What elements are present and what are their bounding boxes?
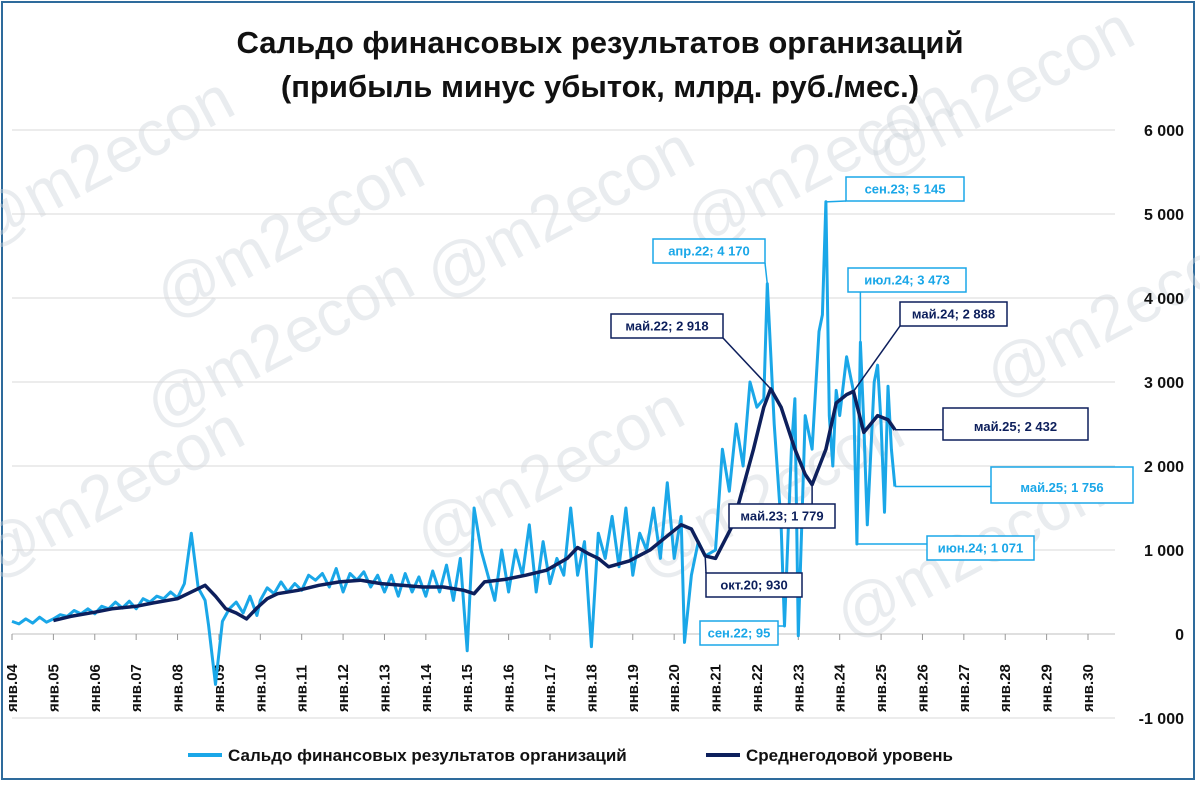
x-tick-label-20: янв.24 bbox=[832, 663, 849, 712]
x-tick-label-22: янв.26 bbox=[914, 664, 931, 712]
annotation-box-1 bbox=[652, 238, 766, 264]
y-tick-label-3: 2 000 bbox=[1144, 459, 1184, 476]
title-line-1: Сальдо финансовых результатов организаци… bbox=[236, 25, 964, 60]
x-tick-label-16: янв.20 bbox=[666, 664, 683, 712]
x-tick-label-21: янв.25 bbox=[873, 664, 890, 712]
annotation-label-8: июн.24; 1 071 bbox=[938, 541, 1024, 556]
x-tick-label-24: янв.28 bbox=[997, 664, 1014, 712]
annotation-label-2: июл.24; 3 473 bbox=[864, 273, 950, 288]
annotation-leader-4 bbox=[722, 337, 772, 390]
legend-label-0: Сальдо финансовых результатов организаци… bbox=[228, 746, 627, 765]
x-tick-label-15: янв.19 bbox=[625, 664, 642, 712]
x-tick-label-1: янв.05 bbox=[45, 664, 62, 712]
annotation-leader-9 bbox=[704, 555, 707, 574]
watermark-0: @m2econ bbox=[0, 61, 245, 262]
x-tick-label-25: янв.29 bbox=[1039, 664, 1056, 712]
x-tick-label-0: янв.04 bbox=[4, 663, 21, 712]
annotation-box-8 bbox=[926, 535, 1035, 561]
annotation-box-0 bbox=[845, 176, 965, 202]
x-tick-label-17: янв.21 bbox=[708, 664, 725, 712]
x-tick-label-10: янв.14 bbox=[418, 663, 435, 712]
annotation-box-6 bbox=[990, 466, 1134, 504]
series-line-0 bbox=[11, 200, 897, 686]
watermark-2: @m2econ bbox=[413, 111, 705, 312]
annotation-leader-1 bbox=[764, 262, 769, 284]
x-tick-label-11: янв.15 bbox=[459, 664, 476, 712]
y-tick-label-0: -1 000 bbox=[1139, 711, 1184, 728]
annotation-label-6: май.25; 1 756 bbox=[1020, 480, 1103, 495]
annotation-leader-3 bbox=[852, 325, 901, 392]
y-tick-label-5: 4 000 bbox=[1144, 291, 1184, 308]
annotation-label-7: май.23; 1 779 bbox=[740, 509, 823, 524]
x-tick-label-12: янв.16 bbox=[501, 664, 518, 712]
annotation-box-10 bbox=[699, 620, 779, 646]
y-tick-label-1: 0 bbox=[1175, 627, 1184, 644]
x-tick-label-14: янв.18 bbox=[583, 664, 600, 712]
annotation-label-0: сен.23; 5 145 bbox=[865, 182, 946, 197]
x-tick-label-18: янв.22 bbox=[749, 664, 766, 712]
x-tick-label-9: янв.13 bbox=[376, 664, 393, 712]
x-tick-label-2: янв.06 bbox=[87, 664, 104, 712]
annotation-leader-0 bbox=[825, 200, 847, 203]
annotation-label-10: сен.22; 95 bbox=[708, 626, 771, 641]
annotation-box-4 bbox=[610, 313, 724, 339]
x-tick-label-26: янв.30 bbox=[1080, 664, 1097, 712]
x-tick-label-19: янв.23 bbox=[790, 664, 807, 712]
annotation-box-2 bbox=[847, 267, 967, 293]
annotation-label-1: апр.22; 4 170 bbox=[668, 244, 750, 259]
x-tick-label-8: янв.12 bbox=[335, 664, 352, 712]
x-tick-label-4: янв.08 bbox=[170, 664, 187, 712]
x-tick-label-7: янв.11 bbox=[294, 665, 311, 712]
y-tick-label-6: 5 000 bbox=[1144, 207, 1184, 224]
annotation-label-4: май.22; 2 918 bbox=[625, 319, 708, 334]
annotation-label-9: окт.20; 930 bbox=[720, 578, 787, 593]
x-tick-label-23: янв.27 bbox=[956, 664, 973, 712]
y-tick-label-7: 6 000 bbox=[1144, 123, 1184, 140]
legend-label-1: Среднегодовой уровень bbox=[746, 746, 953, 765]
annotation-box-9 bbox=[705, 572, 803, 598]
x-tick-label-6: янв.10 bbox=[252, 664, 269, 712]
y-tick-label-2: 1 000 bbox=[1144, 543, 1184, 560]
chart-title: Сальдо финансовых результатов организаци… bbox=[3, 21, 1197, 109]
annotation-label-3: май.24; 2 888 bbox=[912, 307, 995, 322]
annotation-box-7 bbox=[728, 503, 836, 529]
x-tick-label-3: янв.07 bbox=[128, 664, 145, 712]
series-line-1 bbox=[52, 387, 897, 623]
annotation-label-5: май.25; 2 432 bbox=[974, 419, 1057, 434]
annotation-box-5 bbox=[942, 407, 1089, 441]
watermark-6: @m2econ bbox=[0, 391, 255, 592]
annotation-box-3 bbox=[899, 301, 1008, 327]
title-line-2: (прибыль минус убыток, млрд. руб./мес.) bbox=[280, 69, 920, 104]
y-tick-label-4: 3 000 bbox=[1144, 375, 1184, 392]
x-tick-label-13: янв.17 bbox=[542, 664, 559, 712]
